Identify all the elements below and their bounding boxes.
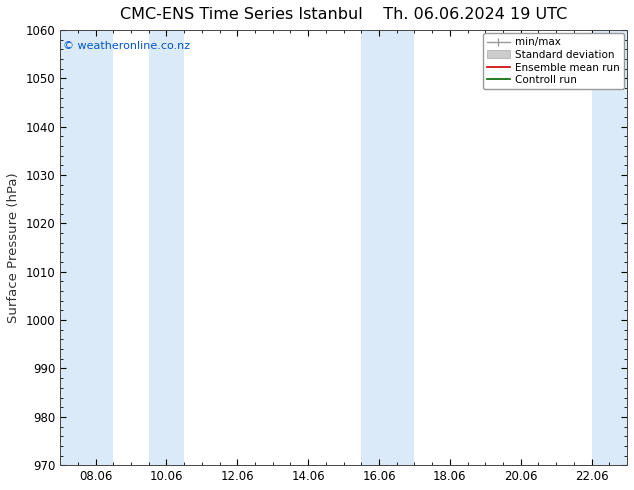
Bar (60, 30, 113, 465)
Bar (149, 30, 184, 465)
Text: © weatheronline.co.nz: © weatheronline.co.nz (63, 41, 190, 51)
Title: CMC-ENS Time Series Istanbul    Th. 06.06.2024 19 UTC: CMC-ENS Time Series Istanbul Th. 06.06.2… (120, 7, 567, 22)
Y-axis label: Surface Pressure (hPa): Surface Pressure (hPa) (7, 172, 20, 323)
Bar (592, 30, 627, 465)
Bar (361, 30, 415, 465)
Legend: min/max, Standard deviation, Ensemble mean run, Controll run: min/max, Standard deviation, Ensemble me… (482, 33, 624, 89)
